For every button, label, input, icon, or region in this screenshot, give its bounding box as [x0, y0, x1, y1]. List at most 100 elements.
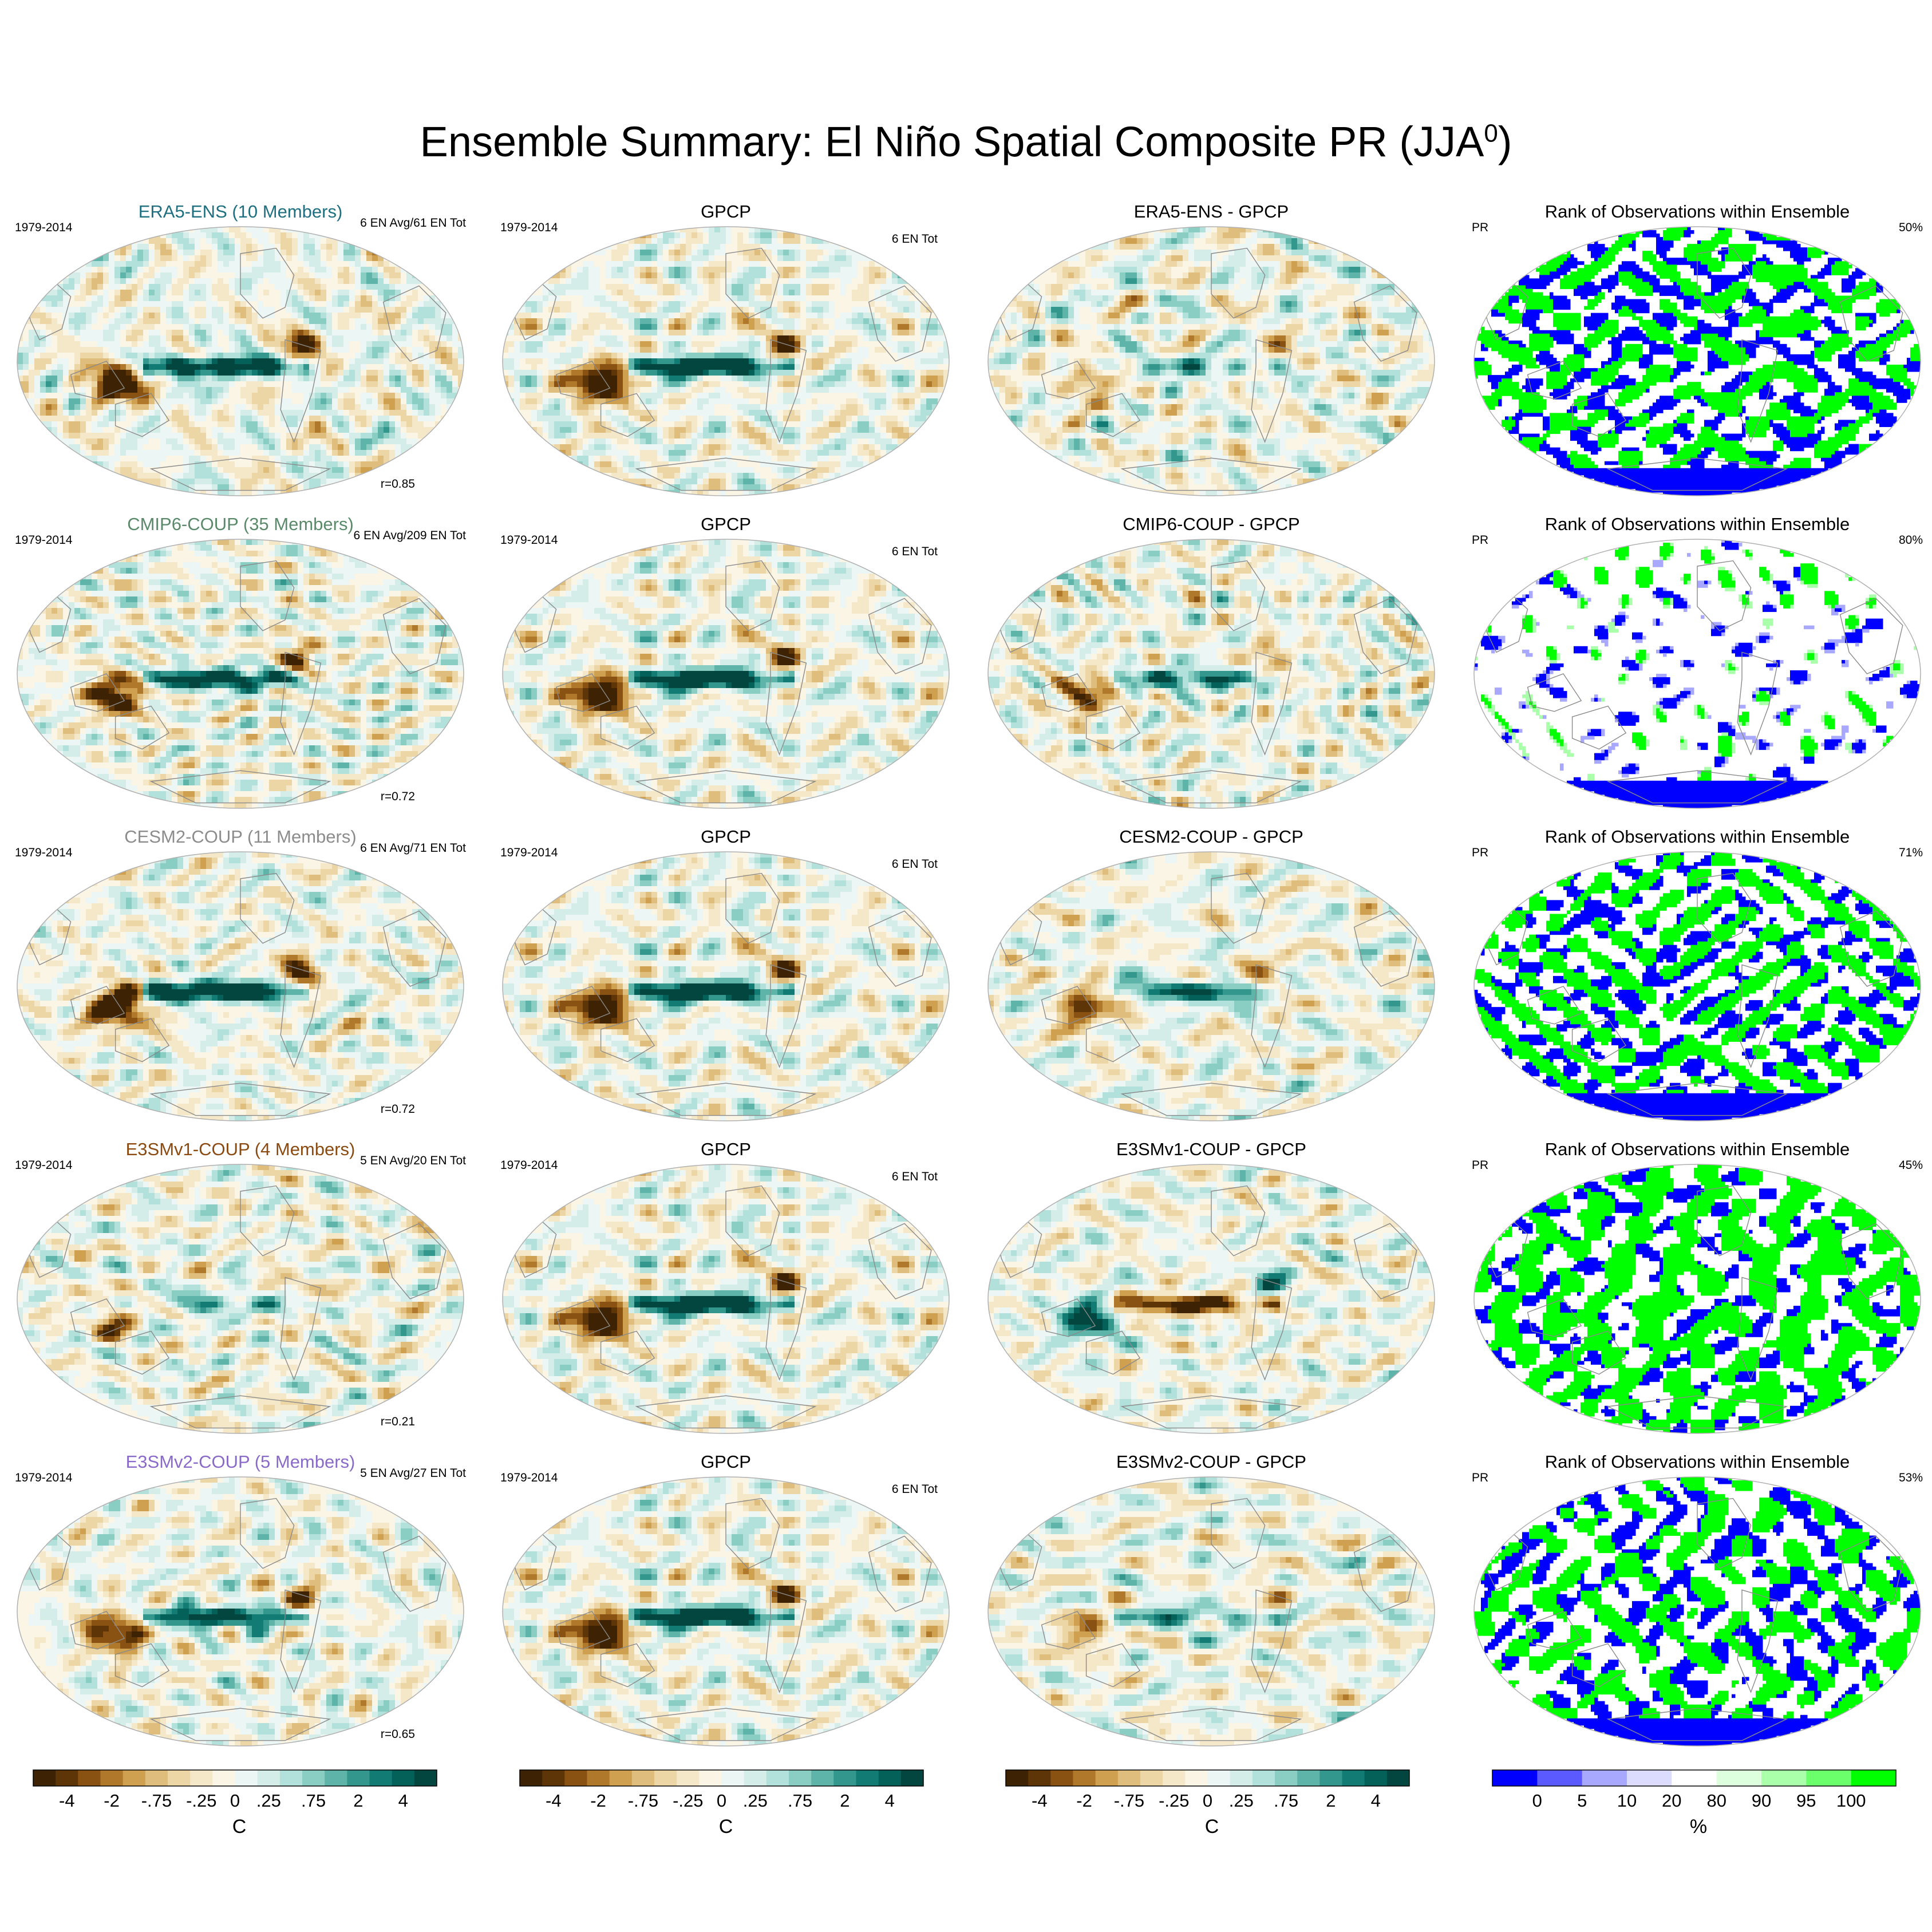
- ensemble-cell: [361, 307, 367, 313]
- ensemble-cell: [34, 318, 41, 325]
- obs-cell: [623, 278, 629, 285]
- ensemble-cell: [63, 250, 69, 256]
- obs-cell: [583, 473, 589, 479]
- ensemble-cell: [240, 427, 247, 433]
- ensemble-cell: [229, 416, 235, 422]
- ensemble-cell: [429, 330, 436, 336]
- obs-cell: [617, 284, 623, 290]
- ensemble-cell: [389, 272, 396, 279]
- ensemble-cell: [212, 318, 218, 325]
- ensemble-cell: [269, 335, 275, 342]
- ensemble-cell: [143, 416, 149, 422]
- ensemble-cell: [149, 490, 155, 496]
- ensemble-cell: [441, 232, 447, 239]
- ensemble-cell: [74, 398, 81, 405]
- ensemble-cell: [114, 255, 121, 262]
- obs-cell: [508, 467, 515, 473]
- ensemble-cell: [280, 364, 287, 370]
- ensemble-cell: [366, 353, 373, 359]
- obs-cell: [514, 290, 520, 296]
- ensemble-cell: [80, 267, 86, 273]
- ensemble-cell: [212, 364, 218, 370]
- ensemble-cell: [240, 301, 247, 307]
- ensemble-cell: [280, 358, 287, 365]
- ensemble-cell: [40, 404, 46, 410]
- obs-cell: [548, 364, 555, 370]
- ensemble-cell: [321, 324, 327, 330]
- ensemble-cell: [321, 335, 327, 342]
- ensemble-cell: [355, 341, 361, 347]
- ensemble-cell: [435, 387, 441, 393]
- obs-cell: [646, 307, 652, 313]
- ensemble-cell: [263, 278, 270, 285]
- ensemble-cell: [57, 421, 64, 428]
- ensemble-cell: [120, 467, 127, 473]
- ensemble-cell: [223, 353, 230, 359]
- ensemble-cell: [132, 347, 138, 353]
- ensemble-cell: [315, 301, 321, 307]
- ensemble-cell: [40, 427, 46, 433]
- ensemble-cell: [200, 301, 207, 307]
- obs-cell: [537, 313, 543, 319]
- ensemble-cell: [109, 335, 115, 342]
- obs-cell: [508, 335, 515, 342]
- ensemble-cell: [429, 438, 436, 445]
- obs-cell: [531, 307, 538, 313]
- ensemble-cell: [389, 358, 396, 365]
- ensemble-cell: [223, 232, 230, 239]
- ensemble-cell: [355, 416, 361, 422]
- obs-cell: [651, 381, 658, 388]
- ensemble-cell: [441, 387, 447, 393]
- ensemble-cell: [172, 307, 178, 313]
- obs-cell: [634, 267, 641, 273]
- ensemble-cell: [229, 467, 235, 473]
- ensemble-cell: [223, 473, 230, 479]
- obs-cell: [657, 244, 663, 250]
- ensemble-cell: [240, 267, 247, 273]
- ensemble-cell: [229, 393, 235, 399]
- obs-cell: [560, 244, 566, 250]
- ensemble-cell: [401, 307, 407, 313]
- obs-cell: [629, 267, 635, 273]
- ensemble-cell: [63, 335, 69, 342]
- ensemble-cell: [401, 284, 407, 290]
- ensemble-cell: [63, 450, 69, 456]
- ensemble-cell: [69, 313, 75, 319]
- obs-cell: [537, 261, 543, 267]
- ensemble-cell: [229, 353, 235, 359]
- ensemble-cell: [200, 232, 207, 239]
- ensemble-cell: [218, 284, 224, 290]
- ensemble-cell: [258, 290, 264, 296]
- ensemble-cell: [46, 410, 52, 416]
- ensemble-cell: [200, 341, 207, 347]
- ensemble-cell: [389, 238, 396, 244]
- obs-cell: [640, 370, 646, 376]
- ensemble-cell: [218, 381, 224, 388]
- obs-cell: [640, 450, 646, 456]
- obs-cell: [571, 227, 578, 233]
- obs-cell: [526, 272, 532, 279]
- ensemble-cell: [40, 467, 46, 473]
- ensemble-cell: [92, 290, 98, 296]
- ensemble-cell: [406, 421, 413, 428]
- ensemble-cell: [46, 261, 52, 267]
- obs-cell: [606, 358, 612, 365]
- ensemble-cell: [275, 301, 281, 307]
- ensemble-cell: [395, 318, 401, 325]
- ensemble-cell: [132, 490, 138, 496]
- ensemble-cell: [263, 318, 270, 325]
- ensemble-cell: [286, 347, 293, 353]
- ensemble-cell: [229, 295, 235, 302]
- obs-cell: [623, 290, 629, 296]
- ensemble-cell: [46, 341, 52, 347]
- ensemble-cell: [218, 410, 224, 416]
- ensemble-cell: [132, 244, 138, 250]
- ensemble-cell: [298, 398, 304, 405]
- obs-cell: [611, 376, 618, 382]
- ensemble-cell: [332, 301, 338, 307]
- ensemble-cell: [395, 427, 401, 433]
- ensemble-cell: [309, 444, 315, 451]
- obs-cell: [514, 381, 520, 388]
- obs-cell: [514, 341, 520, 347]
- ensemble-cell: [92, 358, 98, 365]
